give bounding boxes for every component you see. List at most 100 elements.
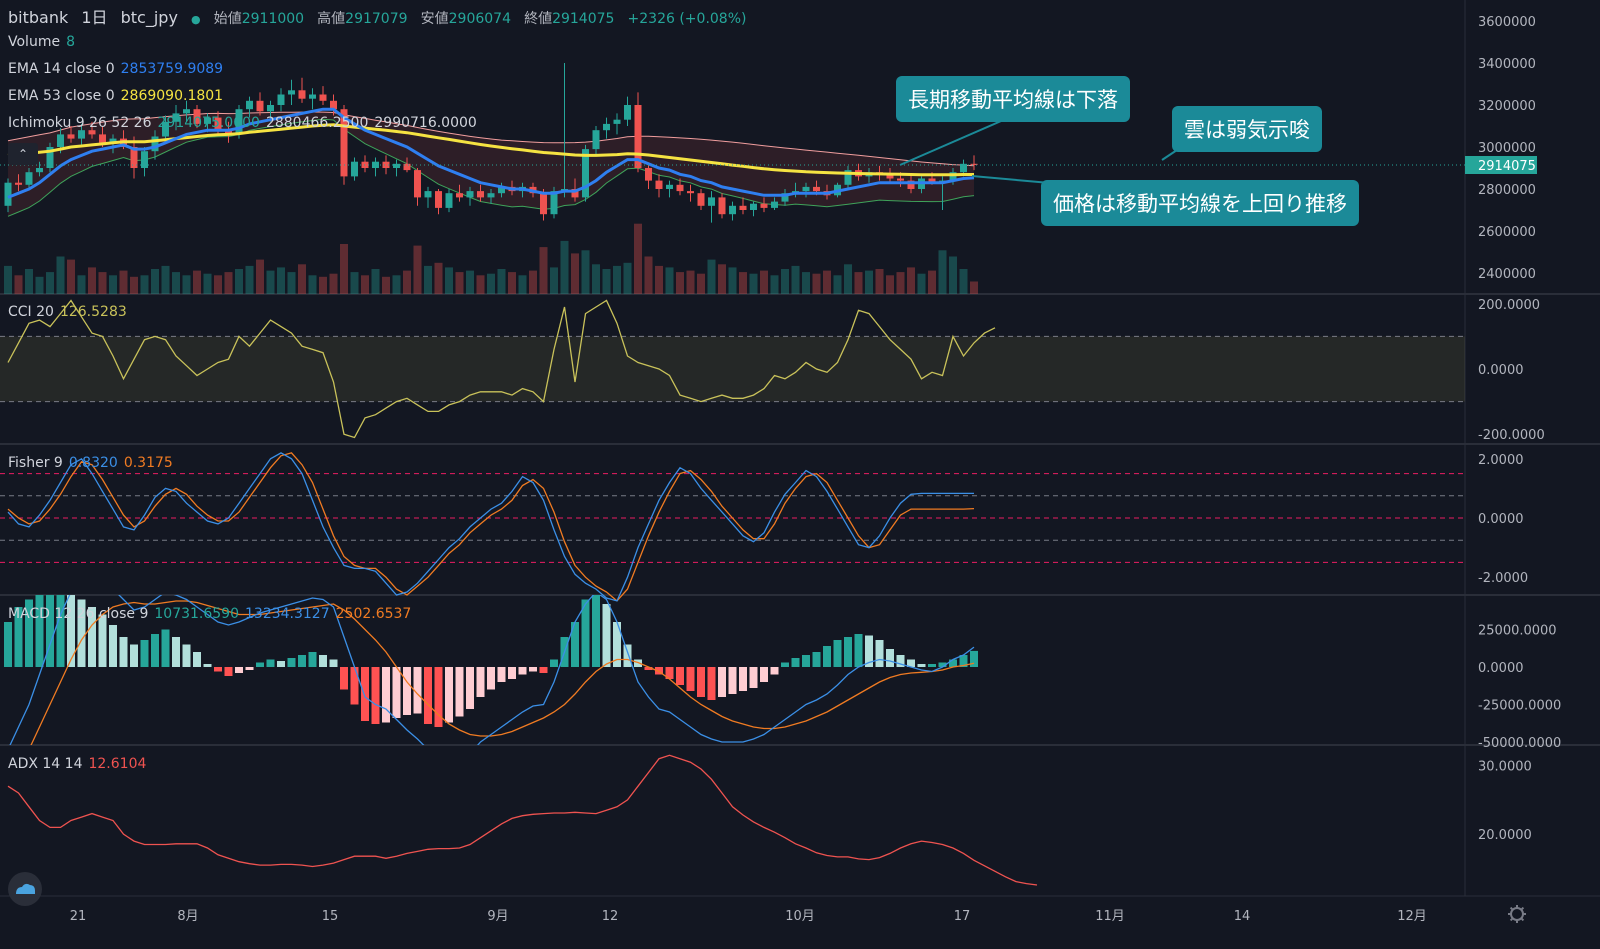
macd-histogram-bar: [802, 655, 810, 667]
volume-bar: [193, 270, 201, 294]
volume-bar: [571, 253, 579, 294]
volume-bar: [214, 275, 222, 295]
macd-histogram-bar: [508, 667, 516, 679]
price-axis-tick: 3400000: [1478, 57, 1536, 72]
macd-axis-tick: -25000.0000: [1478, 699, 1561, 714]
volume-bar: [518, 275, 527, 295]
macd-signal-line: [30, 600, 975, 745]
annotation-long-ma-falling[interactable]: 長期移動平均線は下落: [896, 76, 1130, 122]
ichimoku-value-3: 2990716.0000: [374, 115, 477, 131]
fisher-axis-tick: 2.0000: [1478, 453, 1524, 468]
macd-histogram-bar: [518, 667, 527, 675]
volume-bar: [592, 264, 600, 294]
volume-bar: [151, 269, 159, 294]
volume-bar: [823, 270, 831, 294]
fisher-value-2: 0.3175: [123, 455, 173, 471]
volume-bar: [119, 270, 128, 294]
volume-bar: [140, 275, 149, 295]
macd-histogram-bar: [655, 667, 663, 675]
volume-bar: [655, 265, 663, 294]
candle-body: [697, 193, 705, 206]
ema53-legend[interactable]: EMA 53 close 0 2869090.1801: [8, 88, 229, 104]
candle-body: [571, 189, 579, 198]
symbol-name[interactable]: btc_jpy: [120, 8, 178, 27]
ema14-legend[interactable]: EMA 14 close 0 2853759.9089: [8, 61, 229, 77]
volume-bar: [686, 270, 695, 294]
gear-tooth: [1520, 917, 1525, 922]
volume-bar: [4, 265, 12, 294]
candle-body: [372, 161, 379, 168]
macd-histogram-bar: [844, 637, 852, 667]
fisher-legend[interactable]: Fisher 9 0.8320 0.3175: [8, 455, 179, 471]
tradingview-logo[interactable]: [8, 872, 42, 906]
annotation-cloud-bearish[interactable]: 雲は弱気示唆: [1172, 106, 1322, 152]
volume-bar: [88, 267, 96, 294]
macd-histogram-bar: [445, 667, 453, 723]
ema14-legend-value: 2853759.9089: [120, 61, 224, 77]
macd-histogram-bar: [466, 667, 474, 709]
volume-bar: [235, 269, 243, 294]
macd-histogram-bar: [644, 667, 653, 670]
time-axis-label: 8月: [177, 909, 198, 924]
macd-histogram-bar: [56, 595, 65, 667]
high-value: 2917079: [345, 11, 408, 27]
candle-body: [162, 121, 169, 137]
fisher-main-line: [7, 452, 974, 602]
volume-legend-value: 8: [66, 34, 75, 50]
macd-histogram-bar: [25, 599, 33, 667]
volume-bar: [161, 265, 170, 294]
candle-body: [624, 105, 631, 120]
settings-gear-icon[interactable]: [1508, 905, 1526, 923]
candle-body: [151, 136, 159, 152]
macd-histogram-bar: [193, 652, 201, 667]
volume-bar: [854, 272, 863, 294]
macd-histogram-bar: [361, 667, 369, 721]
macd-histogram-bar: [235, 667, 243, 673]
annotation-price-above-ma[interactable]: 価格は移動平均線を上回り推移: [1041, 180, 1359, 226]
macd-histogram-bar: [130, 644, 138, 667]
volume-bar: [14, 275, 23, 295]
macd-histogram-bar: [833, 640, 842, 667]
candle-body: [277, 94, 285, 105]
time-axis-label: 9月: [487, 909, 508, 924]
cci-legend[interactable]: CCI 20 126.5283: [8, 304, 133, 320]
macd-histogram-bar: [886, 649, 894, 667]
volume-bar: [581, 250, 590, 295]
candle-body: [15, 182, 22, 185]
ichimoku-legend[interactable]: Ichimoku 9 26 52 26 2914075.0000 2880466.2…: [8, 115, 483, 131]
annotation-pointer: [971, 175, 1051, 184]
volume-bar: [308, 275, 317, 295]
macd-histogram-bar: [686, 667, 695, 691]
volume-bar: [938, 250, 947, 295]
time-axis-label: 12月: [1397, 909, 1427, 924]
candle-body: [802, 186, 810, 192]
volume-bar: [833, 275, 842, 295]
macd-histogram-bar: [109, 625, 117, 667]
macd-histogram-bar: [770, 667, 779, 675]
macd-histogram-bar: [308, 652, 317, 667]
macd-legend[interactable]: MACD 12 26 close 9 10731.6590 13234.3127 25…: [8, 606, 417, 622]
candle-body: [435, 191, 442, 208]
candle-body: [309, 94, 316, 99]
candle-body: [193, 109, 201, 124]
volume-bar: [623, 262, 632, 295]
volume-legend-label: Volume: [8, 34, 61, 50]
volume-bar: [529, 270, 537, 294]
macd-value-2: 13234.3127: [245, 606, 330, 622]
adx-legend-label: ADX 14 14: [8, 756, 83, 772]
macd-histogram-bar: [581, 599, 590, 667]
macd-histogram-bar: [718, 667, 726, 697]
interval-label[interactable]: 1日: [81, 8, 108, 27]
adx-legend[interactable]: ADX 14 14 12.6104: [8, 756, 152, 772]
gear-tooth: [1520, 906, 1525, 911]
macd-histogram-bar: [823, 646, 831, 667]
volume-bar: [487, 273, 495, 294]
collapse-legend-button[interactable]: ⌃: [8, 143, 38, 165]
fisher-axis-tick: 0.0000: [1478, 512, 1524, 527]
exchange-name[interactable]: bitbank: [8, 8, 69, 27]
macd-histogram-bar: [949, 659, 957, 667]
volume-legend[interactable]: Volume 8: [8, 34, 81, 50]
macd-histogram-bar: [371, 667, 380, 724]
